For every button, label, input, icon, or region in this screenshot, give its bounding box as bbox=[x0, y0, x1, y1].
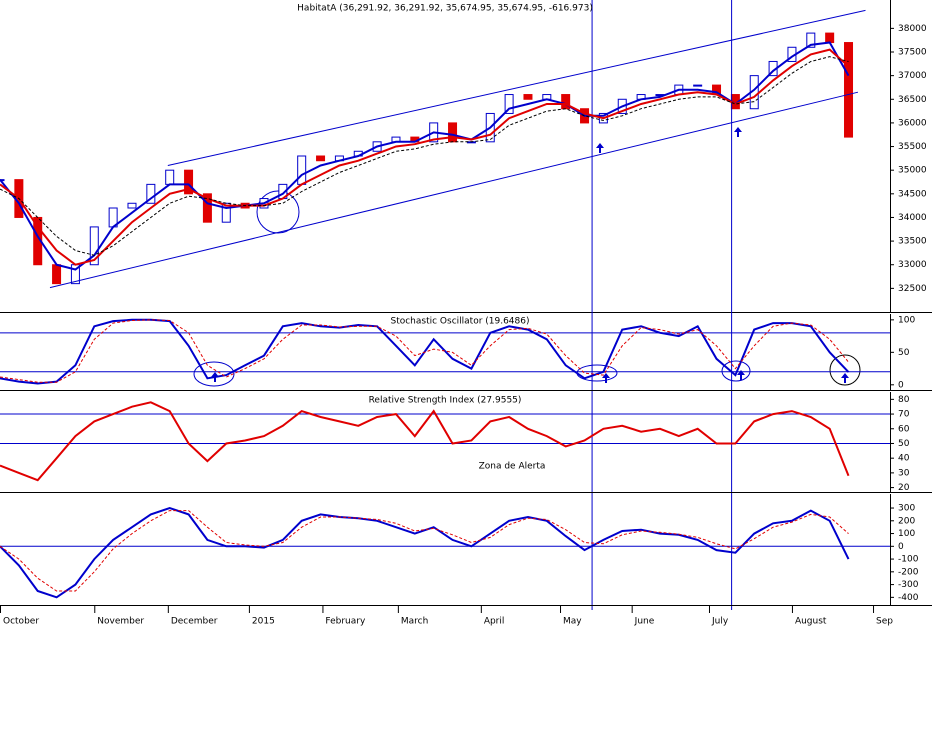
price-bar bbox=[825, 32, 835, 44]
y-tick-label: 200 bbox=[898, 516, 915, 526]
y-tick-label: 38000 bbox=[898, 24, 927, 34]
price-bar bbox=[448, 122, 458, 143]
price-bar bbox=[844, 42, 854, 138]
y-tick-label: 37000 bbox=[898, 71, 927, 81]
arrow bbox=[602, 373, 610, 383]
y-tick-label: 33500 bbox=[898, 237, 927, 247]
y-tick-label: 60 bbox=[898, 424, 910, 434]
y-tick-label: 50 bbox=[898, 439, 910, 449]
y-tick-label: 34000 bbox=[898, 213, 927, 223]
x-tick-label: November bbox=[97, 617, 144, 627]
y-tick-label: 50 bbox=[898, 348, 910, 358]
price-bar bbox=[52, 264, 62, 285]
y-tick-label: 33000 bbox=[898, 260, 927, 270]
y-tick-label: 35500 bbox=[898, 142, 927, 152]
price-bar bbox=[504, 94, 514, 114]
line-series bbox=[0, 506, 850, 599]
y-tick-label: -100 bbox=[898, 555, 919, 565]
y-tick-label: 100 bbox=[898, 315, 915, 325]
panel-title: Relative Strength Index (27.9555) bbox=[369, 396, 522, 406]
panel-title: Stochastic Oscillator (19.6486) bbox=[390, 317, 529, 327]
circle bbox=[193, 361, 235, 387]
arrow bbox=[737, 370, 745, 380]
y-tick-label: 0 bbox=[898, 380, 904, 390]
x-tick-label: July bbox=[711, 617, 729, 627]
y-tick-label: 80 bbox=[898, 395, 910, 405]
y-tick-label: 100 bbox=[898, 529, 915, 539]
price-bar bbox=[221, 202, 231, 223]
y-tick-label: 300 bbox=[898, 504, 915, 514]
arrow bbox=[596, 143, 604, 153]
price-bar bbox=[202, 193, 212, 223]
price-bar bbox=[806, 32, 816, 48]
y-tick-label: 70 bbox=[898, 410, 910, 420]
price-bar bbox=[165, 169, 175, 185]
x-tick-label: October bbox=[3, 617, 39, 627]
price-bar bbox=[693, 84, 703, 87]
price-bar bbox=[146, 183, 156, 204]
x-tick-label: March bbox=[401, 617, 428, 627]
price-bar bbox=[127, 202, 137, 209]
y-tick-label: 37500 bbox=[898, 48, 927, 58]
x-tick-label: May bbox=[563, 617, 582, 627]
price-bar bbox=[523, 94, 533, 100]
x-tick-label: December bbox=[171, 617, 218, 627]
circle bbox=[829, 354, 861, 386]
line-series bbox=[0, 48, 850, 266]
y-tick-label: -300 bbox=[898, 580, 919, 590]
price-bar bbox=[0, 179, 5, 182]
x-tick-label: February bbox=[325, 617, 366, 627]
y-tick-label: 20 bbox=[898, 483, 910, 493]
x-tick-label: 2015 bbox=[252, 617, 275, 627]
y-tick-label: 32500 bbox=[898, 284, 927, 294]
arrow bbox=[734, 127, 742, 137]
y-tick-label: 35000 bbox=[898, 166, 927, 176]
y-tick-label: 34500 bbox=[898, 189, 927, 199]
trend-line bbox=[49, 91, 859, 289]
line-series bbox=[0, 401, 850, 482]
arrow bbox=[841, 373, 849, 383]
price-bar bbox=[184, 169, 194, 195]
price-bar bbox=[297, 155, 307, 185]
circle bbox=[721, 360, 751, 382]
y-tick-label: 40 bbox=[898, 454, 910, 464]
line-series bbox=[0, 41, 850, 271]
price-bar bbox=[89, 226, 99, 266]
y-tick-label: 30 bbox=[898, 468, 910, 478]
x-tick-label: June bbox=[634, 617, 655, 627]
trend-line bbox=[167, 9, 866, 166]
y-tick-label: -200 bbox=[898, 567, 919, 577]
y-tick-label: -400 bbox=[898, 593, 919, 603]
x-tick-label: August bbox=[795, 617, 827, 627]
price-bar bbox=[316, 155, 326, 162]
line-series bbox=[0, 319, 849, 383]
panel-title: HabitatA (36,291.92, 36,291.92, 35,674.9… bbox=[297, 4, 593, 14]
y-tick-label: 36000 bbox=[898, 118, 927, 128]
x-tick-label: Sep bbox=[876, 617, 893, 627]
x-tick-label: April bbox=[484, 617, 505, 627]
annotation: Zona de Alerta bbox=[479, 462, 546, 472]
y-tick-label: 0 bbox=[898, 542, 904, 552]
y-tick-label: 36500 bbox=[898, 95, 927, 105]
